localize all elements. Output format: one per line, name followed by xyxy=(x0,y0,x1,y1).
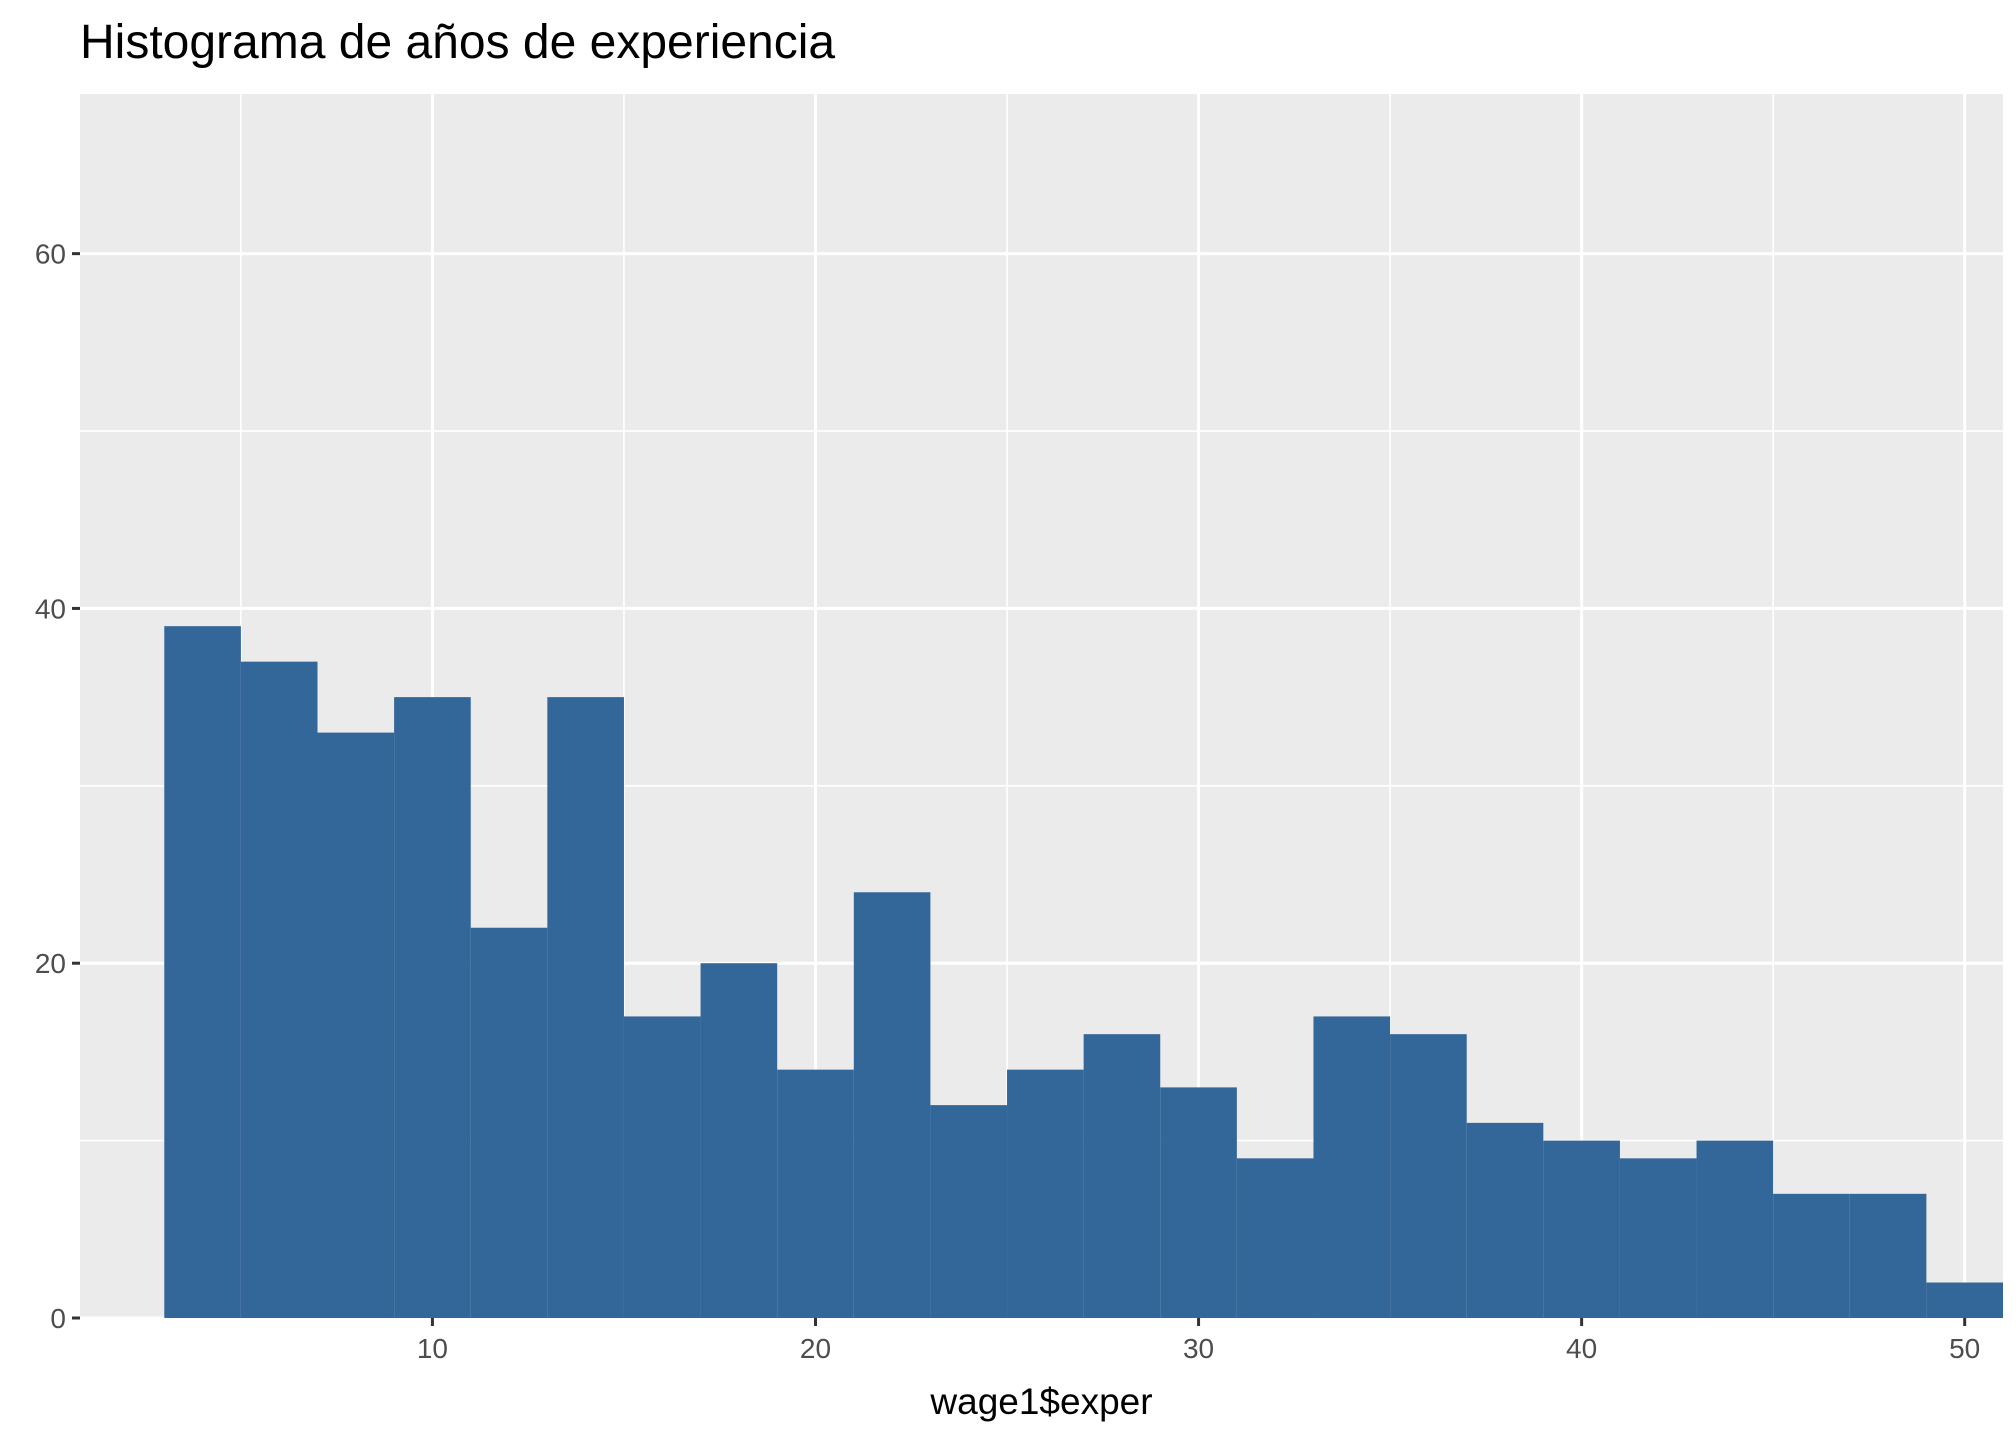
y-axis: 0 20 40 60 xyxy=(35,239,80,1334)
histogram-bar xyxy=(240,661,318,1318)
histogram-bar xyxy=(623,1016,701,1318)
histogram-bar xyxy=(164,626,241,1318)
histogram-bars xyxy=(164,626,2003,1318)
histogram-bar xyxy=(1926,1282,2003,1318)
x-tick-label: 50 xyxy=(1949,1333,1980,1364)
histogram-bar xyxy=(1236,1158,1314,1318)
y-tick-label: 40 xyxy=(35,593,66,624)
y-tick-label: 0 xyxy=(50,1303,66,1334)
histogram-bar xyxy=(700,963,778,1318)
y-tick-label: 60 xyxy=(35,239,66,270)
histogram-bar xyxy=(317,732,395,1318)
histogram-bar xyxy=(1849,1193,1927,1318)
histogram-bar xyxy=(1160,1087,1237,1318)
histogram-bar xyxy=(853,892,931,1318)
histogram-bar xyxy=(930,1105,1008,1318)
histogram-bar xyxy=(394,697,471,1318)
histogram-bar xyxy=(1083,1034,1161,1318)
x-axis-title: wage1$exper xyxy=(929,1381,1152,1422)
histogram-bar xyxy=(1619,1158,1697,1318)
histogram-bar xyxy=(1773,1193,1850,1318)
histogram-bar xyxy=(1390,1034,1467,1318)
chart-title: Histograma de años de experiencia xyxy=(80,16,835,69)
histogram-bar xyxy=(470,927,548,1318)
histogram-bar xyxy=(547,697,624,1318)
x-tick-label: 20 xyxy=(800,1333,831,1364)
x-tick-label: 40 xyxy=(1566,1333,1597,1364)
histogram-bar xyxy=(1696,1140,1774,1318)
y-tick-label: 20 xyxy=(35,948,66,979)
x-tick-label: 30 xyxy=(1183,1333,1214,1364)
histogram-bar xyxy=(1466,1122,1544,1318)
histogram-bar xyxy=(777,1069,854,1318)
x-axis: 10 20 30 40 50 xyxy=(417,1318,1980,1364)
histogram-bar xyxy=(1007,1069,1084,1318)
x-tick-label: 10 xyxy=(417,1333,448,1364)
histogram-bar xyxy=(1313,1016,1391,1318)
histogram-bar xyxy=(1543,1140,1620,1318)
